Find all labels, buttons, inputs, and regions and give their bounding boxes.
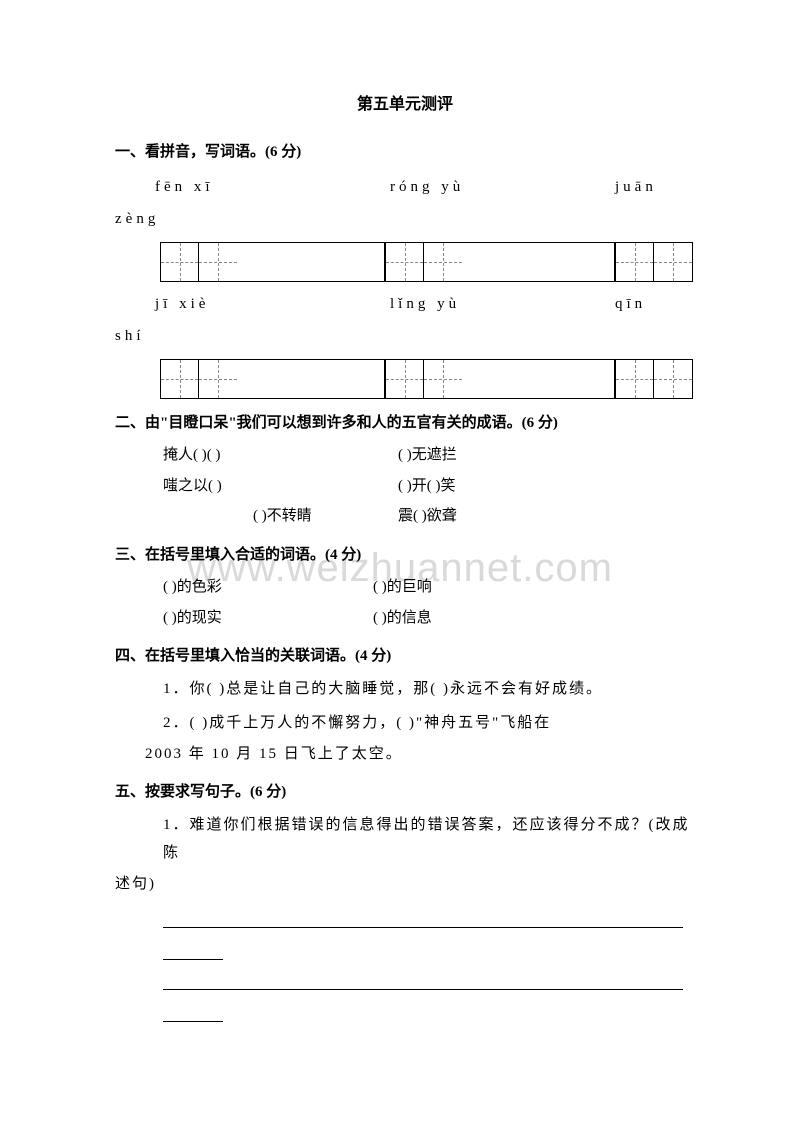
s3-l2b: ( )的信息 [373, 604, 432, 633]
s2-l1a: 掩人( )( ) [163, 441, 398, 470]
box-row-1 [160, 242, 695, 282]
pinyin-2-hang: shí [115, 322, 695, 351]
answer-line-short [163, 1004, 223, 1022]
s3-row: ( )的现实 ( )的信息 [163, 604, 695, 633]
pinyin-1-3: juān [615, 173, 657, 202]
tianzi-box [615, 242, 693, 282]
s4-l2a: 2．( )成千上万人的不懈努力，( )"神舟五号"飞船在 [163, 709, 695, 738]
s2-row: 掩人( )( ) ( )无遮拦 [163, 441, 695, 470]
s2-l2a: 嗤之以( ) [163, 472, 398, 501]
s3-l2a: ( )的现实 [163, 604, 373, 633]
page-title: 第五单元测评 [115, 90, 695, 120]
s5-l1b: 述句) [115, 870, 695, 899]
pinyin-row-1: fēn xī róng yù juān [155, 173, 695, 202]
s2-l3b: 震( )欲聋 [398, 502, 457, 531]
s3-l1b: ( )的巨响 [373, 573, 432, 602]
tianzi-box [160, 359, 385, 399]
section5-heading: 五、按要求写句子。(6 分) [115, 778, 695, 807]
answer-line-short [163, 942, 223, 960]
s2-l2b: ( )开( )笑 [398, 472, 455, 501]
s5-l1a: 1．难道你们根据错误的信息得出的错误答案，还应该得分不成？(改成陈 [163, 811, 695, 868]
pinyin-1-2: róng yù [390, 173, 615, 202]
page-content: 第五单元测评 一、看拼音，写词语。(6 分) fēn xī róng yù ju… [115, 90, 695, 1022]
box-row-2 [160, 359, 695, 399]
tianzi-box [160, 242, 385, 282]
s2-row: 嗤之以( ) ( )开( )笑 [163, 472, 695, 501]
s4-l1: 1．你( )总是让自己的大脑睡觉，那( )永远不会有好成绩。 [163, 675, 695, 704]
section1-heading: 一、看拼音，写词语。(6 分) [115, 138, 695, 167]
section2-heading: 二、由"目瞪口呆"我们可以想到许多和人的五官有关的成语。(6 分) [115, 409, 695, 438]
pinyin-2-1: jī xiè [155, 290, 390, 319]
pinyin-1-hang: zèng [115, 205, 695, 234]
pinyin-row-2: jī xiè lǐng yù qīn [155, 290, 695, 319]
section4-heading: 四、在括号里填入恰当的关联词语。(4 分) [115, 642, 695, 671]
s3-row: ( )的色彩 ( )的巨响 [163, 573, 695, 602]
tianzi-box [385, 242, 615, 282]
tianzi-box [385, 359, 615, 399]
s2-l3a: ( )不转睛 [253, 502, 398, 531]
answer-line [163, 910, 683, 928]
s3-l1a: ( )的色彩 [163, 573, 373, 602]
s4-l2b: 2003 年 10 月 15 日飞上了太空。 [145, 740, 695, 769]
answer-line [163, 972, 683, 990]
s2-row: ( )不转睛 震( )欲聋 [253, 502, 695, 531]
pinyin-2-3: qīn [615, 290, 646, 319]
s2-l1b: ( )无遮拦 [398, 441, 457, 470]
pinyin-2-2: lǐng yù [390, 290, 615, 319]
pinyin-1-1: fēn xī [155, 173, 390, 202]
tianzi-box [615, 359, 693, 399]
section3-heading: 三、在括号里填入合适的词语。(4 分) [115, 541, 695, 570]
